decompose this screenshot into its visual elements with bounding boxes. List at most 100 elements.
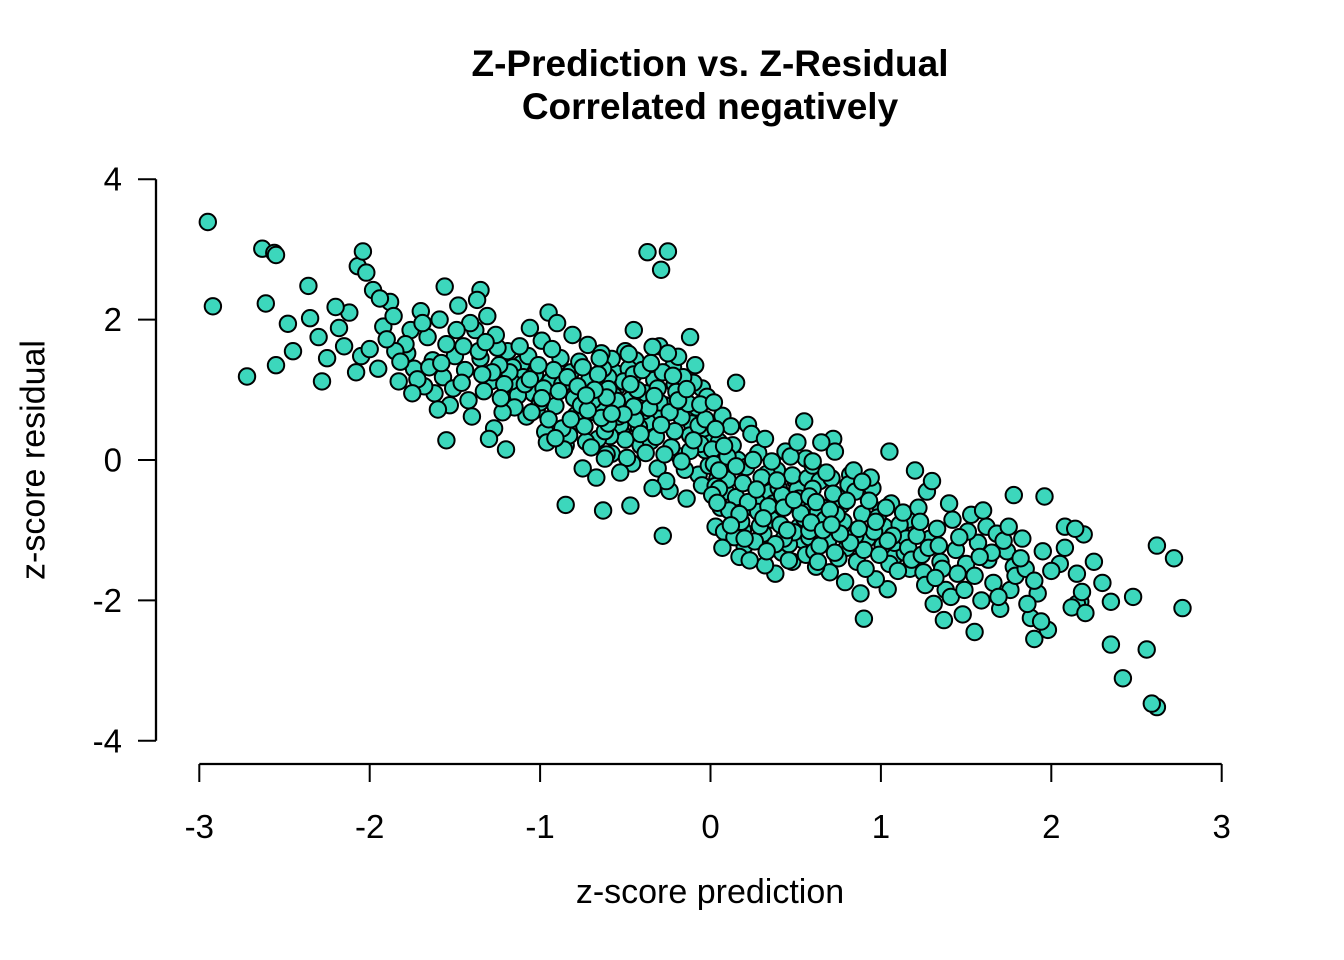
data-point <box>532 389 551 408</box>
data-point <box>1025 571 1044 590</box>
data-point <box>788 433 807 452</box>
data-point <box>1076 603 1095 623</box>
data-point <box>1018 594 1037 614</box>
data-point <box>593 501 613 520</box>
data-point <box>1101 635 1121 654</box>
data-point <box>278 314 298 333</box>
data-point <box>353 242 373 261</box>
data-point <box>459 391 478 410</box>
data-point <box>653 526 672 545</box>
data-point <box>767 471 787 490</box>
data-point <box>266 245 286 265</box>
y-tick-label: 4 <box>104 161 122 198</box>
data-point <box>853 472 872 491</box>
data-point <box>389 372 408 391</box>
data-point <box>449 296 468 315</box>
data-point <box>547 313 567 333</box>
data-point <box>1084 552 1104 571</box>
data-point <box>658 344 678 363</box>
x-tick-label: 0 <box>701 808 719 845</box>
data-point <box>561 410 580 429</box>
data-point <box>510 337 529 356</box>
data-point <box>384 306 403 326</box>
data-point <box>582 438 601 457</box>
data-point <box>522 403 541 422</box>
data-point <box>326 297 345 317</box>
data-point <box>721 417 741 436</box>
data-point <box>651 260 671 279</box>
data-point <box>624 320 643 340</box>
y-tick-label: -2 <box>93 582 122 619</box>
data-point <box>432 353 451 373</box>
chart-title-block: Z-Prediction vs. Z-Residual Correlated n… <box>472 42 949 128</box>
data-point <box>849 519 868 538</box>
data-point <box>970 547 989 567</box>
data-point <box>636 443 655 463</box>
data-point <box>803 452 822 471</box>
data-point <box>491 389 511 408</box>
data-point <box>955 580 974 600</box>
data-point <box>578 335 597 355</box>
data-point <box>638 243 657 262</box>
data-point <box>529 356 548 375</box>
data-point <box>283 342 303 361</box>
data-point <box>1055 538 1075 557</box>
data-point <box>413 313 432 333</box>
data-point <box>735 529 754 548</box>
data-point <box>467 290 487 310</box>
data-point <box>740 551 759 570</box>
data-point <box>1011 549 1030 568</box>
data-point <box>346 363 366 382</box>
data-point <box>655 445 674 464</box>
data-point <box>391 352 410 371</box>
data-point <box>563 325 582 345</box>
data-point <box>403 384 422 403</box>
data-point <box>708 493 727 512</box>
data-point <box>1066 519 1085 538</box>
data-point <box>825 543 845 562</box>
data-point <box>1147 536 1167 555</box>
data-point <box>1101 592 1121 611</box>
data-point <box>817 463 836 482</box>
data-point <box>922 471 942 491</box>
data-point <box>726 373 746 392</box>
data-point <box>621 375 640 394</box>
data-point <box>1093 573 1112 593</box>
x-tick-label: -1 <box>525 808 554 845</box>
data-point <box>910 512 930 531</box>
data-point <box>430 310 449 329</box>
data-point <box>542 339 562 359</box>
y-tick-label: 2 <box>104 301 122 338</box>
data-point <box>452 373 471 392</box>
data-point <box>859 491 879 510</box>
data-point <box>621 496 640 515</box>
data-point <box>476 332 495 352</box>
data-point <box>588 365 608 384</box>
data-point <box>851 584 870 603</box>
data-point <box>1025 629 1044 649</box>
data-point <box>651 415 671 435</box>
data-point <box>237 367 257 386</box>
data-point <box>1004 485 1023 505</box>
data-point <box>778 521 797 540</box>
data-point <box>972 591 991 610</box>
data-point <box>334 337 354 356</box>
data-point <box>309 327 328 347</box>
data-point <box>762 452 781 471</box>
data-point <box>658 242 678 261</box>
data-point <box>953 605 972 624</box>
data-point <box>595 449 615 468</box>
data-point <box>704 393 724 412</box>
chart-title: Z-Prediction vs. Z-Residual <box>471 43 949 84</box>
data-point <box>437 431 456 450</box>
data-point <box>934 610 954 630</box>
data-point <box>546 429 565 448</box>
data-point <box>806 492 826 512</box>
data-point <box>474 382 494 401</box>
data-point <box>198 212 218 232</box>
data-point <box>929 536 948 555</box>
data-point <box>203 297 223 316</box>
data-point <box>939 494 959 513</box>
data-point <box>1072 582 1092 602</box>
